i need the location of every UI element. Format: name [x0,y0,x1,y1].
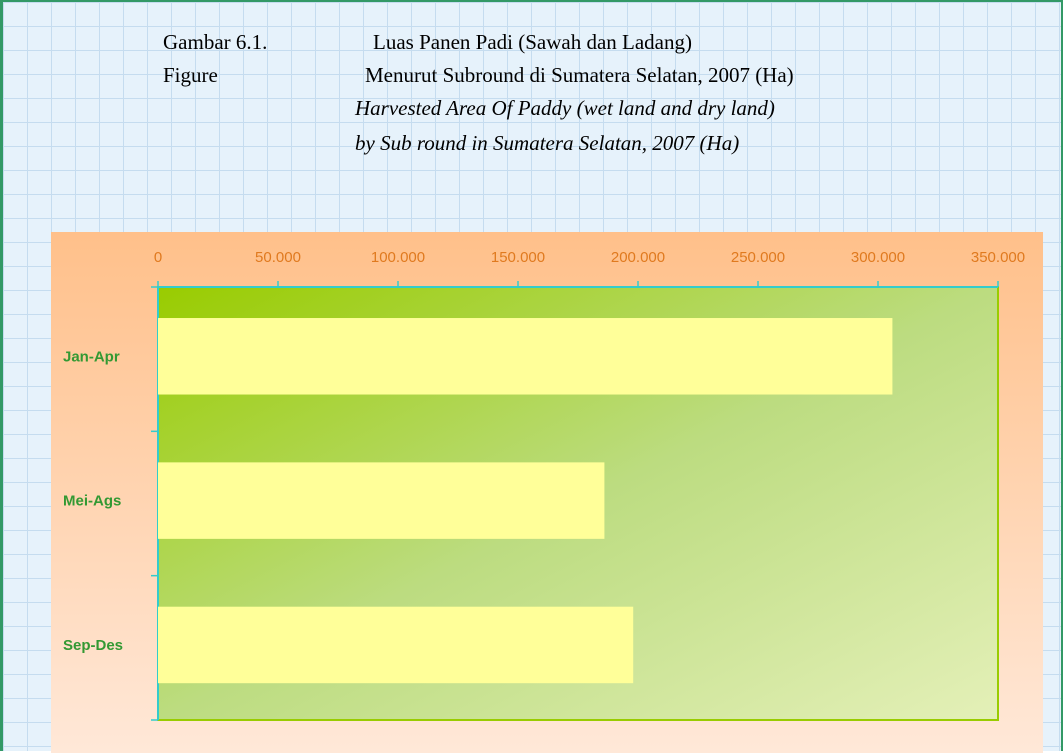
x-tick-label: 350.000 [971,249,1025,266]
title-line: Gambar 6.1. [163,30,267,54]
x-tick-label: 150.000 [491,249,545,266]
x-tick-label: 50.000 [255,249,301,266]
y-tick-label: Jan-Apr [63,348,120,365]
x-tick-label: 250.000 [731,249,785,266]
y-tick-label: Sep-Des [63,637,123,654]
bar [158,606,634,684]
title-line: Menurut Subround di Sumatera Selatan, 20… [365,63,794,87]
bar [158,318,893,395]
y-tick-label: Mei-Ags [63,493,121,510]
title-line: by Sub round in Sumatera Selatan, 2007 (… [355,131,739,155]
x-tick-label: 300.000 [851,249,905,266]
x-tick-label: 100.000 [371,249,425,266]
title-line: Harvested Area Of Paddy (wet land and dr… [354,96,775,120]
chart: Gambar 6.1. Luas Panen Padi (Sawah dan L… [51,30,1043,753]
title-line: Luas Panen Padi (Sawah dan Ladang) [373,30,692,54]
x-tick-label: 0 [154,249,162,266]
x-tick-label: 200.000 [611,249,665,266]
title-line: Figure [163,63,218,87]
bar [158,462,605,539]
